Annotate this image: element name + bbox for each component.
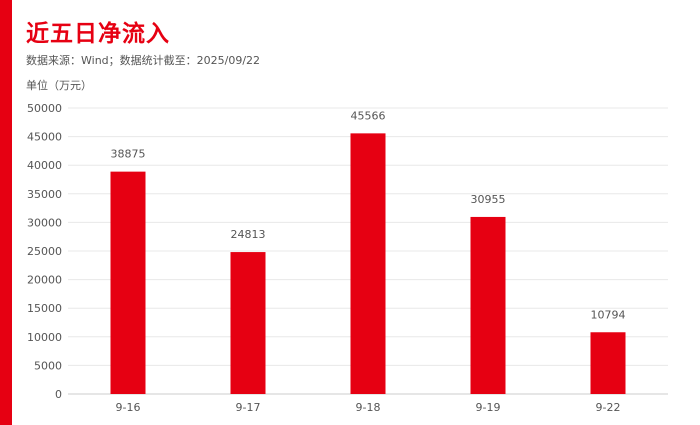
x-tick-label: 9-18 bbox=[356, 401, 381, 414]
y-tick-labels: 0 5000 10000 15000 20000 25000 30000 35000 40000… bbox=[27, 102, 62, 401]
x-tick-label: 9-17 bbox=[236, 401, 261, 414]
data-label: 10794 bbox=[591, 308, 626, 321]
data-label: 38875 bbox=[111, 148, 146, 161]
bars bbox=[110, 133, 626, 394]
y-tick-label: 25000 bbox=[27, 245, 62, 258]
y-tick-label: 10000 bbox=[27, 331, 62, 344]
y-tick-label: 0 bbox=[55, 388, 62, 401]
y-tick-label: 40000 bbox=[27, 159, 62, 172]
x-tick-label: 9-16 bbox=[116, 401, 141, 414]
y-tick-label: 35000 bbox=[27, 188, 62, 201]
chart-title: 近五日净流入 bbox=[26, 21, 170, 47]
x-tick-label: 9-22 bbox=[596, 401, 621, 414]
data-label: 24813 bbox=[231, 228, 266, 241]
y-tick-label: 50000 bbox=[27, 102, 62, 115]
bar bbox=[590, 332, 626, 394]
data-labels: 38875 24813 45566 30955 10794 bbox=[111, 109, 626, 321]
data-source-note: 数据来源：Wind；数据统计截至：2025/09/22 bbox=[26, 54, 261, 67]
accent-bar bbox=[0, 0, 12, 425]
bar bbox=[350, 133, 386, 394]
x-tick-label: 9-19 bbox=[476, 401, 501, 414]
bar bbox=[230, 252, 266, 394]
bar bbox=[110, 171, 146, 394]
data-label: 30955 bbox=[471, 193, 506, 206]
y-axis-unit-label: 单位（万元） bbox=[26, 79, 92, 92]
x-tick-labels: 9-16 9-17 9-18 9-19 9-22 bbox=[116, 401, 621, 414]
y-tick-label: 5000 bbox=[34, 359, 62, 372]
y-tick-label: 30000 bbox=[27, 216, 62, 229]
y-tick-label: 15000 bbox=[27, 302, 62, 315]
data-label: 45566 bbox=[351, 109, 386, 122]
bar bbox=[470, 216, 506, 394]
y-tick-label: 45000 bbox=[27, 131, 62, 144]
y-tick-label: 20000 bbox=[27, 274, 62, 287]
